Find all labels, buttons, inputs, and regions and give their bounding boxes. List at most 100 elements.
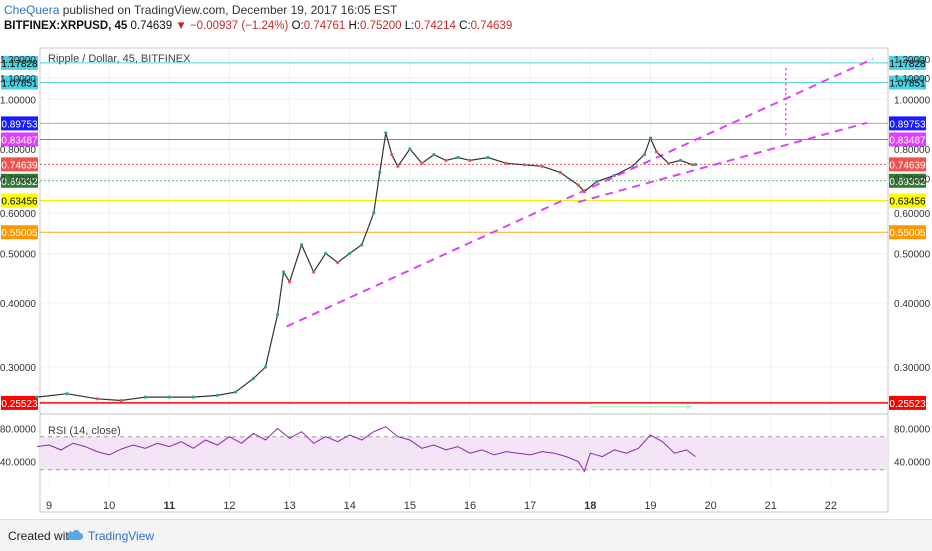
y-tick-label-right: 0.50000 xyxy=(894,249,931,260)
y-tick-label-left: 0.40000 xyxy=(0,299,36,310)
price-line xyxy=(36,132,696,402)
price-tag-left-text: 0.74639 xyxy=(1,160,38,171)
price-tag-right xyxy=(889,55,926,70)
price-point xyxy=(95,397,99,401)
price-point xyxy=(504,161,508,165)
price-tag-left xyxy=(1,173,38,188)
price-tag-left xyxy=(1,132,38,147)
y-tick-label-left: 1.00000 xyxy=(0,95,36,106)
price-tag-left xyxy=(1,116,38,131)
price-tag-right-text: 0.55005 xyxy=(889,228,926,239)
price-tag-left-text: 1.07851 xyxy=(1,79,38,90)
footer-bar: Created with TradingView xyxy=(0,519,932,551)
price-point xyxy=(468,158,472,162)
x-tick-label: 20 xyxy=(704,500,716,512)
price-point xyxy=(384,131,388,135)
y-tick-label-left: 1.10000 xyxy=(0,74,36,85)
x-tick-label: 21 xyxy=(765,500,777,512)
price-tag-left xyxy=(1,75,38,90)
y-tick-label-right: 0.70000 xyxy=(894,175,931,186)
x-tick-label: 12 xyxy=(223,500,235,512)
price-tag-right-text: 0.83487 xyxy=(889,135,926,146)
author-link[interactable]: CheQuera xyxy=(4,3,60,17)
price-point xyxy=(456,155,460,160)
x-tick-label: 18 xyxy=(584,500,596,512)
publish-header: CheQuera published on TradingView.com, D… xyxy=(4,3,397,17)
price-tag-right xyxy=(889,116,926,131)
price-point xyxy=(275,312,280,317)
tradingview-cloud-icon xyxy=(66,529,84,540)
price-point xyxy=(360,243,364,247)
price-tag-right xyxy=(889,132,926,147)
price-tag-right xyxy=(889,75,926,90)
y-tick-label-left: 0.30000 xyxy=(0,363,36,374)
price-point xyxy=(522,163,526,167)
price-point xyxy=(336,260,340,265)
price-tag-left xyxy=(1,395,38,410)
ohlc-header: BITFINEX:XRPUSD, 45 0.74639 ▼ −0.00937 (… xyxy=(4,20,512,32)
price-point xyxy=(372,211,376,215)
price-tag-left-text: 0.83487 xyxy=(1,135,38,146)
x-tick-label: 11 xyxy=(163,500,175,512)
tradingview-link[interactable]: TradingView xyxy=(88,529,155,543)
chart-title: Ripple / Dollar, 45, BITFINEX xyxy=(48,53,191,65)
rsi-title: RSI (14, close) xyxy=(48,425,121,437)
price-tag-left-text: 0.69332 xyxy=(1,177,38,188)
x-tick-label: 13 xyxy=(283,500,295,512)
y-tick-label-right: 0.80000 xyxy=(894,145,931,156)
price-tag-right-text: 0.89753 xyxy=(889,119,926,130)
green-arrow-head xyxy=(686,403,693,410)
symbol-label: BITFINEX:XRPUSD, 45 xyxy=(4,20,128,32)
price-point xyxy=(167,395,171,399)
price-tag-left xyxy=(1,193,38,208)
last-price: 0.74639 xyxy=(130,20,173,32)
y-tick-label-right: 1.10000 xyxy=(894,74,931,85)
price-tag-left xyxy=(1,157,38,172)
x-tick-label: 15 xyxy=(404,500,416,512)
y-tick-label-right: 1.20000 xyxy=(894,55,931,66)
y-tick-label-right: 1.00000 xyxy=(894,95,931,106)
price-point xyxy=(191,395,195,399)
price-point xyxy=(540,164,544,168)
price-point xyxy=(408,147,412,151)
rsi-tick-left: 40.0000 xyxy=(0,458,36,469)
x-tick-label: 16 xyxy=(464,500,476,512)
y-tick-label-right: 0.60000 xyxy=(894,209,931,220)
price-point xyxy=(251,376,256,380)
price-point xyxy=(630,164,634,168)
price-tag-right xyxy=(889,193,926,208)
price-tag-right-text: 0.74639 xyxy=(889,160,926,171)
price-point xyxy=(582,190,586,194)
price-chart[interactable]: 1.17828 1.17828 1.07851 1.07851 0.89753 0.897… xyxy=(0,0,932,519)
x-tick-label: 17 xyxy=(524,500,536,512)
price-point xyxy=(642,152,647,157)
price-point xyxy=(420,161,424,165)
price-tag-right-text: 0.69332 xyxy=(889,177,926,188)
high-value: 0.75200 xyxy=(359,20,402,32)
price-point xyxy=(678,158,683,162)
price-point xyxy=(300,243,304,247)
price-point xyxy=(390,152,394,157)
published-text: published on TradingView.com, December 1… xyxy=(59,3,398,17)
x-tick-label: 9 xyxy=(46,500,52,512)
price-point xyxy=(312,270,316,274)
price-point xyxy=(396,164,400,168)
close-label: C: xyxy=(459,20,471,32)
x-tick-label: 19 xyxy=(644,500,656,512)
price-point xyxy=(324,251,328,256)
price-tag-right xyxy=(889,395,926,410)
price-point xyxy=(693,162,698,167)
price-tag-left-text: 0.55005 xyxy=(1,228,38,239)
price-tag-left-text: 1.17828 xyxy=(1,59,38,70)
close-value: 0.74639 xyxy=(470,20,513,32)
price-point xyxy=(690,163,695,167)
price-tag-right-text: 0.63456 xyxy=(889,196,926,207)
price-tag-right-text: 0.25523 xyxy=(889,399,926,410)
price-tag-right-text: 1.17828 xyxy=(889,59,926,70)
rsi-tick-left: 80.0000 xyxy=(0,424,36,435)
open-label: O: xyxy=(291,20,304,32)
price-point xyxy=(281,270,286,274)
price-point xyxy=(612,173,616,178)
open-value: 0.74761 xyxy=(303,20,346,32)
low-label: L: xyxy=(404,20,415,32)
